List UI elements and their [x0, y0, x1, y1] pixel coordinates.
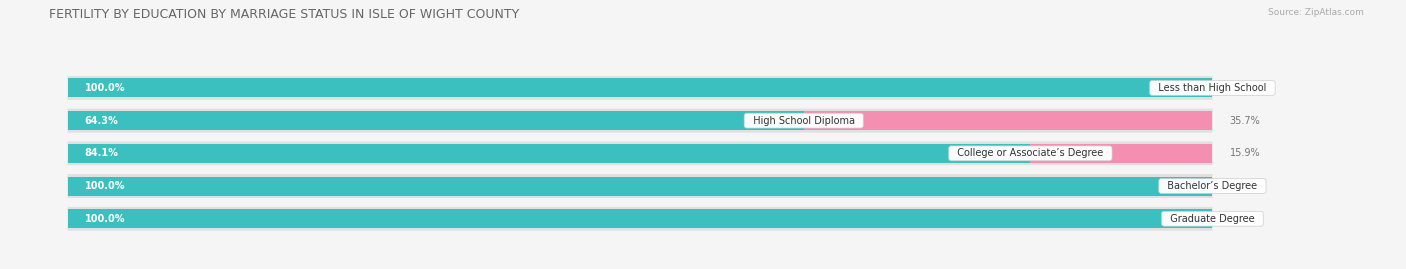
Text: 64.3%: 64.3% — [84, 116, 118, 126]
Text: Graduate Degree: Graduate Degree — [1164, 214, 1261, 224]
Text: High School Diploma: High School Diploma — [747, 116, 860, 126]
Bar — [67, 111, 804, 130]
FancyBboxPatch shape — [67, 207, 1212, 231]
Text: 15.9%: 15.9% — [1230, 148, 1260, 158]
Text: 0.0%: 0.0% — [1230, 181, 1254, 191]
Bar — [67, 144, 1031, 163]
FancyBboxPatch shape — [67, 76, 1212, 100]
Text: College or Associate’s Degree: College or Associate’s Degree — [950, 148, 1109, 158]
Bar — [67, 176, 1212, 196]
Text: 35.7%: 35.7% — [1230, 116, 1260, 126]
FancyBboxPatch shape — [67, 109, 1212, 132]
Bar — [67, 209, 1212, 228]
Text: Bachelor’s Degree: Bachelor’s Degree — [1161, 181, 1264, 191]
Text: 0.0%: 0.0% — [1230, 83, 1254, 93]
FancyBboxPatch shape — [67, 174, 1212, 198]
FancyBboxPatch shape — [67, 141, 1212, 165]
FancyBboxPatch shape — [67, 207, 1212, 231]
Text: 100.0%: 100.0% — [84, 83, 125, 93]
Text: 0.0%: 0.0% — [1230, 214, 1254, 224]
FancyBboxPatch shape — [67, 174, 1212, 198]
Text: Less than High School: Less than High School — [1152, 83, 1272, 93]
Text: Source: ZipAtlas.com: Source: ZipAtlas.com — [1268, 8, 1364, 17]
Text: FERTILITY BY EDUCATION BY MARRIAGE STATUS IN ISLE OF WIGHT COUNTY: FERTILITY BY EDUCATION BY MARRIAGE STATU… — [49, 8, 519, 21]
FancyBboxPatch shape — [67, 109, 1212, 132]
Bar — [67, 79, 1212, 97]
Bar — [804, 111, 1212, 130]
FancyBboxPatch shape — [67, 76, 1212, 100]
Text: 100.0%: 100.0% — [84, 181, 125, 191]
Text: 100.0%: 100.0% — [84, 214, 125, 224]
Text: 84.1%: 84.1% — [84, 148, 118, 158]
FancyBboxPatch shape — [67, 141, 1212, 165]
Bar — [1031, 144, 1212, 163]
